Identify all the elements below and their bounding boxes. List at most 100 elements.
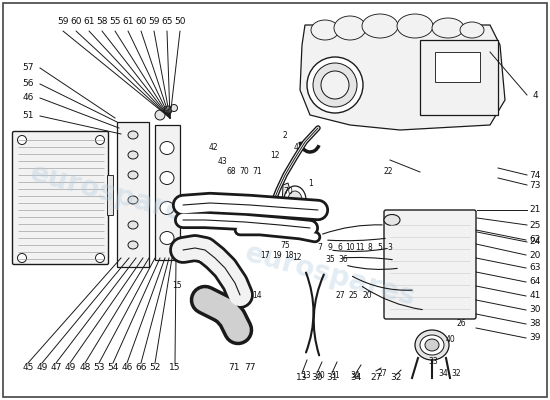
Text: 27: 27 [335, 290, 345, 300]
Text: 46: 46 [23, 94, 34, 102]
Ellipse shape [128, 241, 138, 249]
Text: 22: 22 [383, 168, 393, 176]
Ellipse shape [334, 16, 366, 40]
Text: 19: 19 [272, 252, 282, 260]
Text: 34: 34 [438, 370, 448, 378]
Text: 70: 70 [239, 168, 249, 176]
Text: 32: 32 [451, 370, 461, 378]
Text: 45: 45 [23, 364, 34, 372]
Text: 71: 71 [228, 364, 240, 372]
Ellipse shape [128, 171, 138, 179]
Ellipse shape [288, 191, 302, 209]
FancyBboxPatch shape [384, 210, 476, 319]
Text: 59: 59 [57, 18, 69, 26]
Text: 53: 53 [94, 364, 104, 372]
Text: 9: 9 [328, 242, 332, 252]
Text: 42: 42 [208, 144, 218, 152]
Text: 2: 2 [283, 130, 287, 140]
FancyBboxPatch shape [117, 122, 149, 267]
Text: 17: 17 [260, 252, 270, 260]
Text: 61: 61 [83, 18, 95, 26]
Ellipse shape [432, 18, 464, 38]
Text: eurospares: eurospares [241, 239, 419, 311]
Text: 41: 41 [529, 292, 541, 300]
Text: 18: 18 [284, 252, 294, 260]
Ellipse shape [425, 339, 439, 351]
Text: 47: 47 [50, 364, 62, 372]
Text: 49: 49 [36, 364, 48, 372]
Circle shape [18, 254, 26, 262]
Text: 50: 50 [174, 18, 186, 26]
Text: 27: 27 [377, 370, 387, 378]
Text: 35: 35 [325, 256, 335, 264]
Text: 60: 60 [135, 18, 147, 26]
Text: 31: 31 [326, 374, 338, 382]
Text: 57: 57 [22, 64, 34, 72]
Ellipse shape [415, 330, 449, 360]
Text: 75: 75 [280, 240, 290, 250]
Ellipse shape [160, 232, 174, 244]
Text: 30: 30 [315, 372, 325, 380]
Text: 15: 15 [172, 280, 182, 290]
Ellipse shape [313, 63, 357, 107]
Text: 63: 63 [529, 264, 541, 272]
Text: 59: 59 [148, 18, 159, 26]
Text: 56: 56 [22, 80, 34, 88]
Text: 13: 13 [296, 374, 308, 382]
Text: 5: 5 [377, 242, 382, 252]
Text: 39: 39 [529, 334, 541, 342]
Ellipse shape [362, 14, 398, 38]
Text: 34: 34 [350, 372, 360, 380]
Text: 36: 36 [338, 256, 348, 264]
Text: 10: 10 [345, 242, 355, 252]
Text: 1: 1 [309, 178, 313, 188]
Text: 52: 52 [149, 364, 161, 372]
Text: 54: 54 [107, 364, 119, 372]
Text: 15: 15 [169, 364, 181, 372]
Text: 25: 25 [348, 290, 358, 300]
Text: 55: 55 [109, 18, 121, 26]
Ellipse shape [160, 172, 174, 184]
Ellipse shape [460, 22, 484, 38]
Text: 68: 68 [226, 168, 236, 176]
Text: 51: 51 [22, 112, 34, 120]
Polygon shape [300, 25, 505, 130]
Text: 25: 25 [529, 220, 541, 230]
Text: 43: 43 [217, 158, 227, 166]
Text: 62: 62 [529, 236, 541, 244]
Text: 32: 32 [390, 374, 402, 382]
Text: 20: 20 [529, 250, 541, 260]
Text: eurospares: eurospares [26, 159, 204, 231]
Text: 74: 74 [529, 170, 541, 180]
Text: 4: 4 [294, 144, 299, 152]
Text: 11: 11 [355, 242, 365, 252]
Text: 13: 13 [301, 372, 311, 380]
Ellipse shape [160, 142, 174, 154]
Text: 66: 66 [135, 364, 147, 372]
Circle shape [96, 136, 104, 144]
Ellipse shape [311, 20, 339, 40]
Text: 44: 44 [229, 196, 239, 204]
Text: 20: 20 [362, 290, 372, 300]
Text: 46: 46 [122, 364, 133, 372]
Text: 8: 8 [367, 242, 372, 252]
Text: 30: 30 [529, 306, 541, 314]
Text: 27: 27 [370, 374, 382, 382]
Text: 65: 65 [161, 18, 173, 26]
Text: 69: 69 [263, 220, 273, 230]
FancyBboxPatch shape [420, 40, 498, 115]
Ellipse shape [307, 57, 363, 113]
Text: 67: 67 [215, 210, 225, 220]
Circle shape [155, 110, 165, 120]
Ellipse shape [128, 131, 138, 139]
Ellipse shape [384, 214, 400, 226]
Text: 16: 16 [234, 224, 244, 232]
Circle shape [164, 106, 172, 114]
Ellipse shape [397, 14, 433, 38]
Text: 12: 12 [270, 150, 280, 160]
Text: 34: 34 [350, 374, 362, 382]
Ellipse shape [128, 221, 138, 229]
Text: 58: 58 [96, 18, 108, 26]
Text: 4: 4 [532, 90, 538, 100]
Text: 6: 6 [338, 242, 343, 252]
